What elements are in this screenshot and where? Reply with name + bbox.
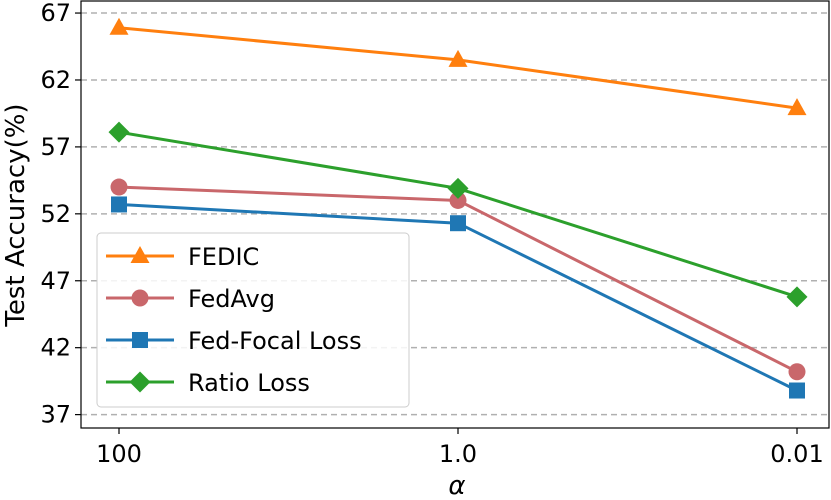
data-point — [447, 177, 469, 199]
legend-marker — [131, 289, 149, 307]
legend-item: FEDIC — [106, 243, 259, 271]
legend-item: Fed-Focal Loss — [106, 327, 362, 355]
data-point — [109, 17, 129, 35]
legend-box — [96, 232, 410, 408]
plot-frame — [80, 0, 830, 429]
legend-marker — [132, 332, 148, 348]
x-tick-label: 1.0 — [439, 440, 477, 468]
legend-marker — [130, 246, 150, 263]
series-fed-focal-loss — [111, 196, 805, 399]
data-point — [448, 49, 468, 67]
legend-item: Ratio Loss — [106, 369, 310, 397]
y-tick-label: 67 — [40, 0, 71, 27]
x-axis-label: α — [448, 471, 465, 500]
data-point — [786, 286, 808, 308]
legend-label: FedAvg — [188, 285, 275, 313]
data-point — [789, 382, 805, 399]
y-tick-label: 42 — [40, 334, 71, 362]
y-tick-label: 52 — [40, 200, 71, 228]
series-line — [118, 26, 798, 110]
legend-item: FedAvg — [106, 285, 275, 313]
legend-marker — [129, 371, 151, 393]
data-point — [787, 98, 807, 116]
data-point — [110, 178, 128, 196]
data-point — [788, 363, 806, 381]
x-tick-label: 100 — [96, 440, 142, 468]
legend-label: Ratio Loss — [188, 369, 310, 397]
data-point — [449, 191, 467, 209]
series-group — [108, 17, 808, 399]
data-point — [108, 121, 130, 143]
y-tick-label: 37 — [40, 401, 71, 429]
y-tick-label: 57 — [40, 133, 71, 161]
y-axis-ticks: 37 42 47 52 57 62 67 — [40, 0, 81, 429]
data-point — [111, 196, 127, 213]
data-point — [450, 215, 466, 232]
series-ratio-loss — [108, 121, 808, 308]
x-axis-ticks: 100 1.0 0.01 — [96, 428, 824, 468]
legend-label: Fed-Focal Loss — [188, 327, 362, 355]
y-tick-label: 62 — [40, 66, 71, 94]
y-axis-label: Test Accuracy(%) — [1, 103, 31, 327]
y-tick-label: 47 — [40, 267, 71, 295]
x-tick-label: 0.01 — [770, 440, 823, 468]
series-fedavg — [110, 178, 806, 381]
legend: FEDIC FedAvg Fed-Focal Loss Ratio Loss — [96, 232, 410, 408]
legend-label: FEDIC — [188, 243, 259, 271]
series-fedic — [109, 17, 807, 116]
